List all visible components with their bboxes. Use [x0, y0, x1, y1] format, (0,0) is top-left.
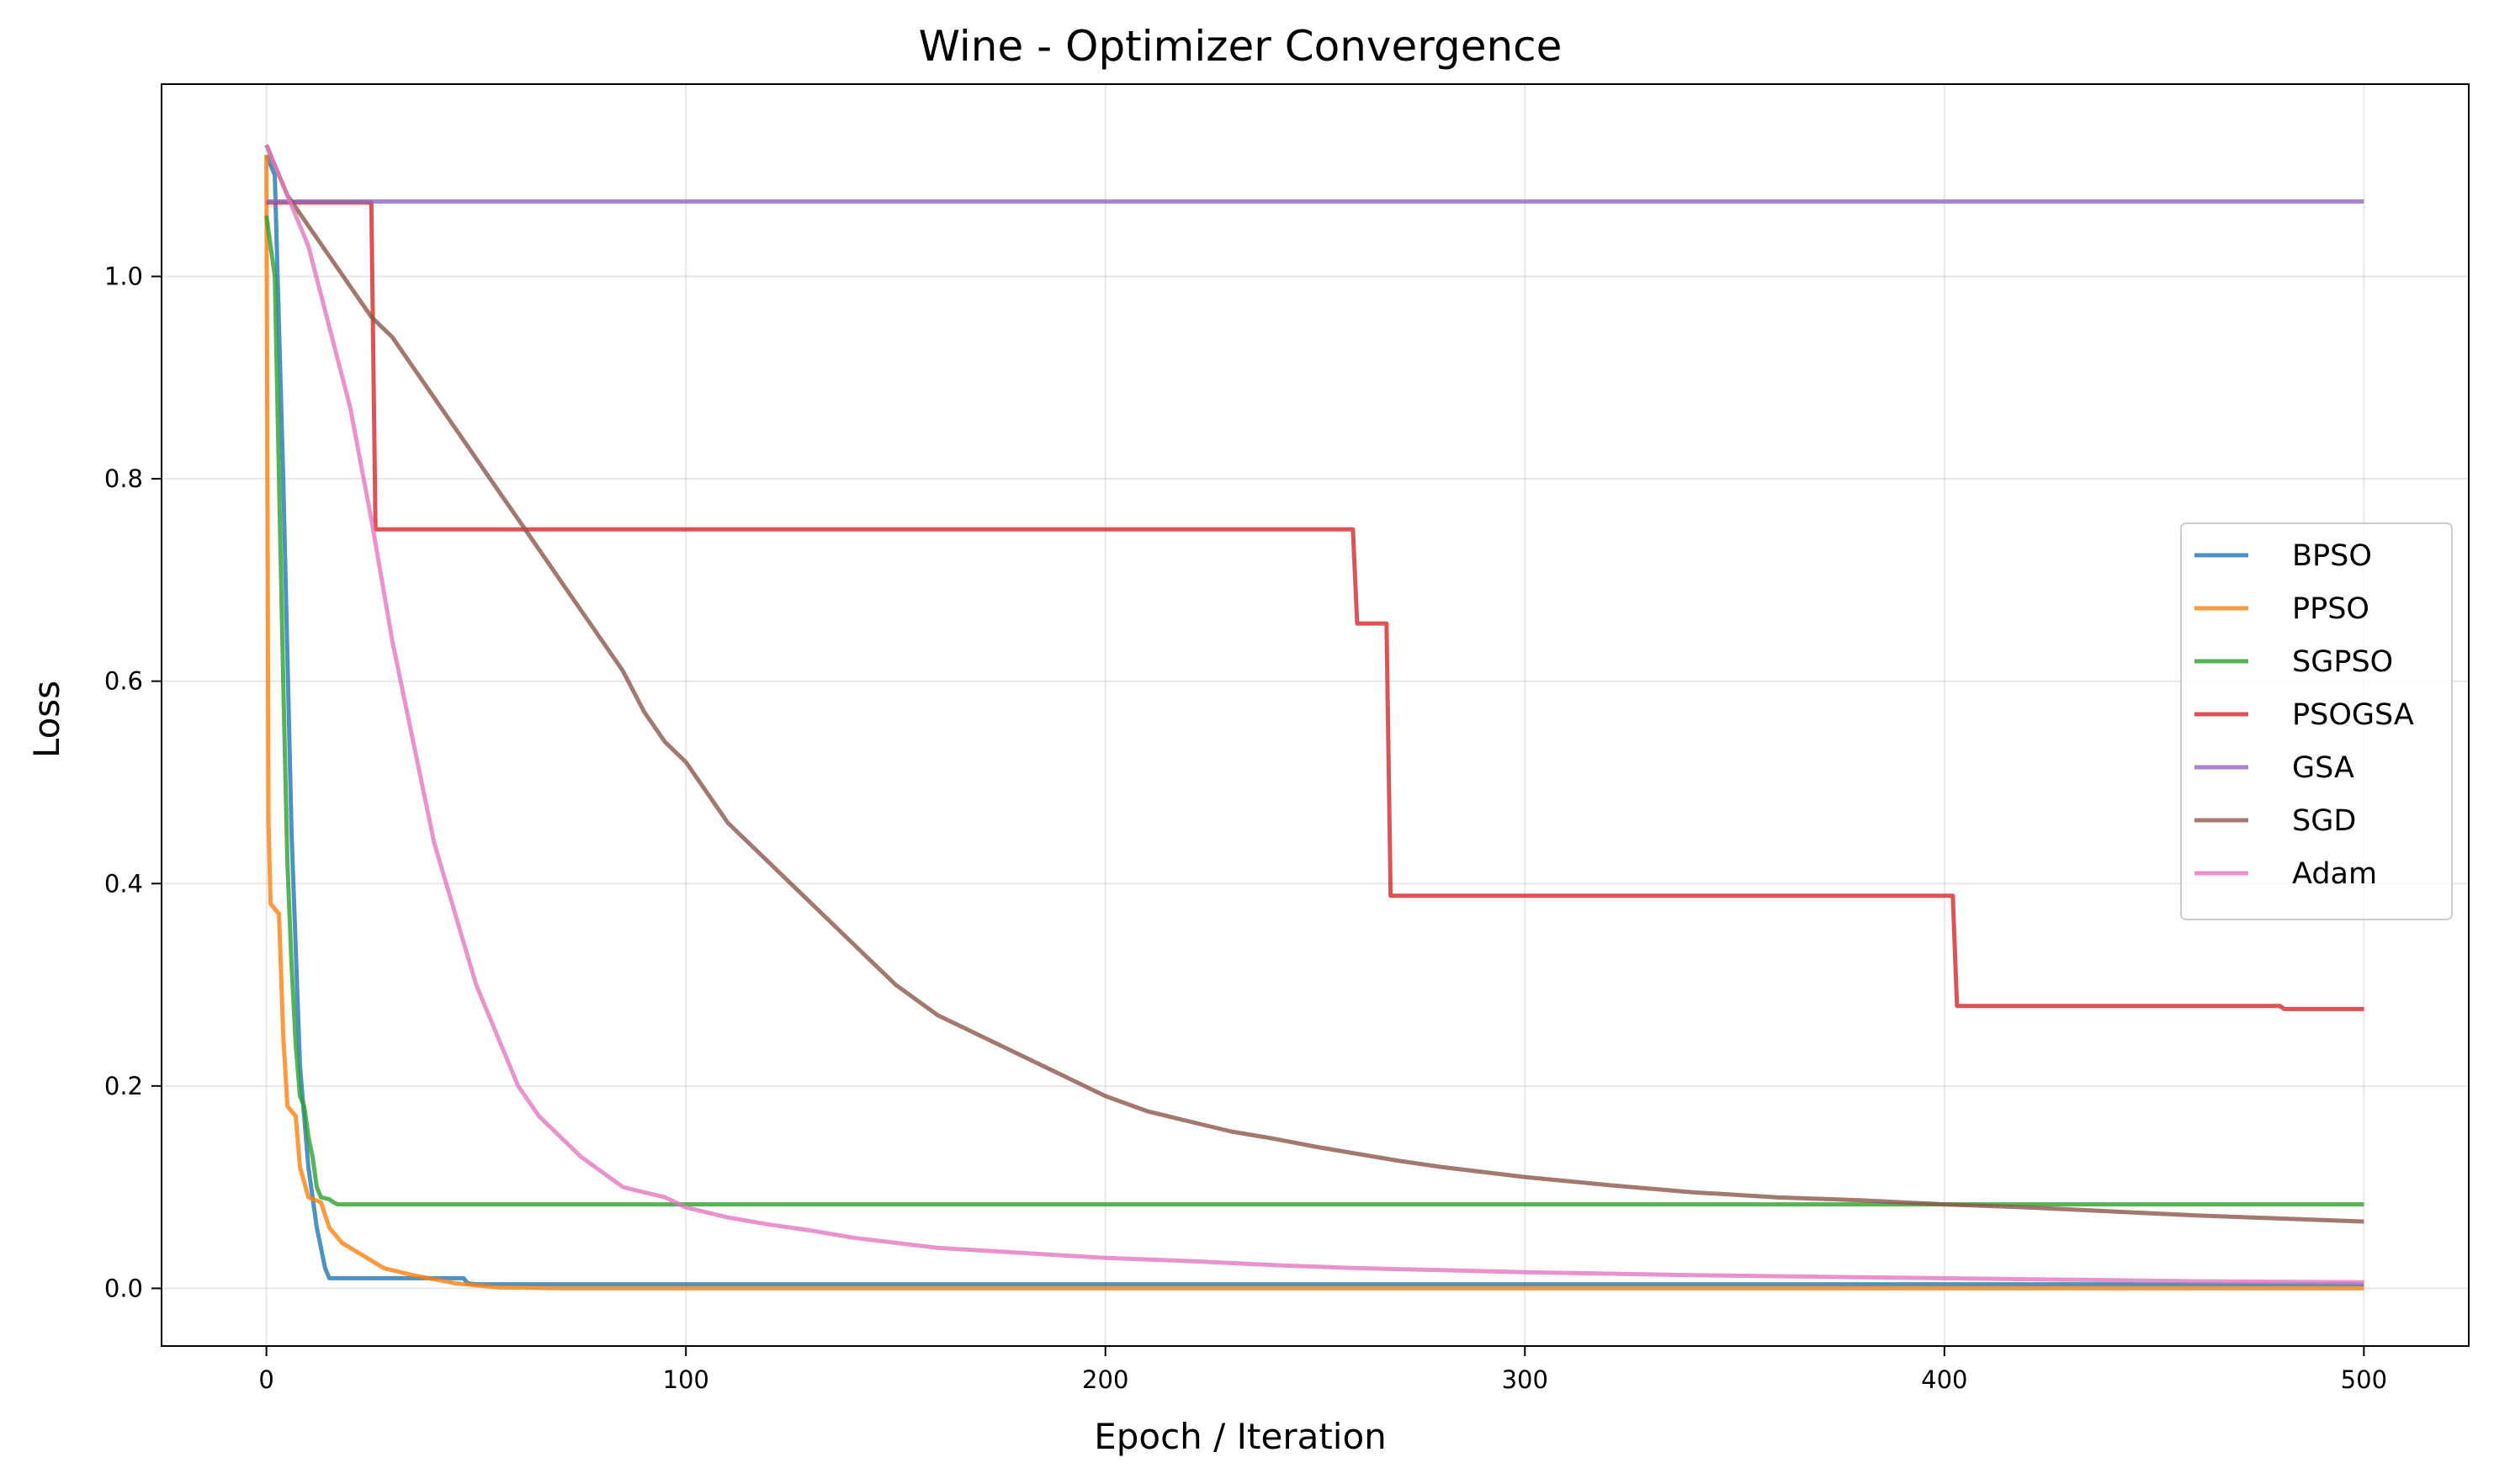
- y-tick-label: 1.0: [104, 262, 143, 291]
- x-tick-label: 0: [258, 1365, 273, 1394]
- series-line-psogsa: [266, 200, 2364, 1011]
- x-tick-label: 500: [2341, 1365, 2387, 1394]
- series-line-sgpso: [264, 215, 2364, 1207]
- legend: BPSO PPSO SGPSO PSOGSA GSA SGD Adam: [2180, 522, 2453, 920]
- legend-label-adam: Adam: [2292, 857, 2377, 891]
- y-tick-label: 0.2: [104, 1072, 143, 1100]
- series-lines: [264, 144, 2364, 1291]
- legend-label-sgd: SGD: [2292, 804, 2356, 838]
- x-tick-label: 400: [1921, 1365, 1967, 1394]
- legend-label-sgpso: SGPSO: [2292, 645, 2393, 679]
- y-tick-label: 0.0: [104, 1274, 143, 1302]
- legend-label-gsa: GSA: [2292, 751, 2354, 785]
- legend-label-ppso: PPSO: [2292, 592, 2369, 626]
- x-axis-label: Epoch / Iteration: [1094, 1416, 1387, 1457]
- x-tick-label: 100: [663, 1365, 709, 1394]
- x-tick-label: 200: [1082, 1365, 1128, 1394]
- chart-title: Wine - Optimizer Convergence: [919, 22, 1563, 71]
- axis-ticks: 0 100 200 300 400 500 0.0 0.2 0.4 0.6 0.8 1.0: [104, 262, 2387, 1394]
- y-tick-label: 0.4: [104, 869, 143, 898]
- y-tick-label: 0.6: [104, 667, 143, 696]
- y-tick-label: 0.8: [104, 464, 143, 493]
- plot-frame: [161, 83, 2470, 1347]
- x-tick-label: 300: [1502, 1365, 1548, 1394]
- series-line-sgd: [264, 144, 2364, 1224]
- y-axis-label: Loss: [26, 681, 67, 758]
- series-line-ppso: [264, 155, 2364, 1291]
- series-line-adam: [264, 144, 2364, 1285]
- legend-label-psogsa: PSOGSA: [2292, 698, 2414, 732]
- legend-label-bpso: BPSO: [2292, 539, 2372, 573]
- legend-box: [2180, 522, 2453, 920]
